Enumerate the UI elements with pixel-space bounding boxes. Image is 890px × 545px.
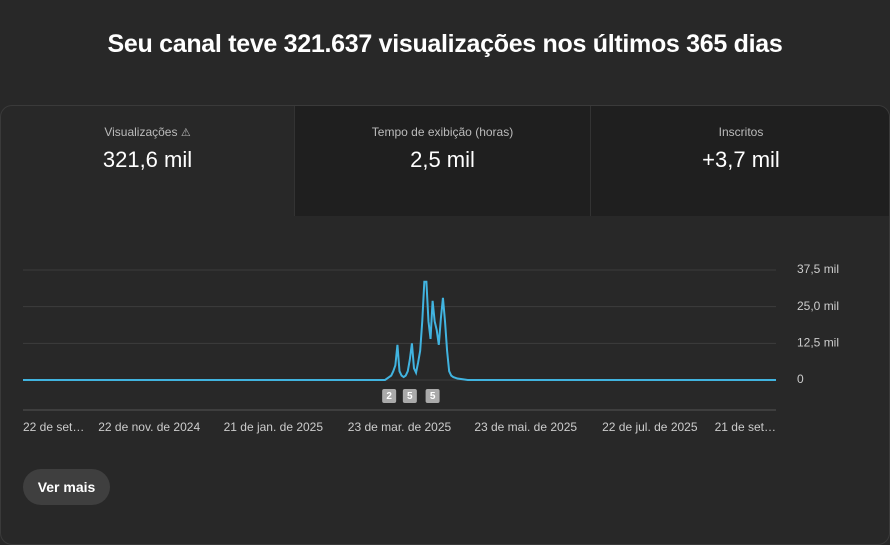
x-tick-label: 21 de jan. de 2025	[224, 420, 324, 434]
annotation-badge	[382, 389, 397, 403]
annotation-label: 5	[407, 391, 413, 402]
page: {"header":{"title":"Seu canal teve 321.6…	[0, 30, 890, 545]
see-more-button[interactable]: Ver mais	[23, 469, 110, 505]
x-tick-label: 23 de mar. de 2025	[348, 420, 452, 434]
annotation-label: 2	[386, 391, 392, 402]
x-tick-label: 22 de set…	[23, 420, 84, 434]
x-tick-label: 22 de nov. de 2024	[98, 420, 200, 434]
annotation-badge	[425, 389, 440, 403]
tab-label-text: Visualizações	[104, 125, 178, 139]
tab[interactable]: Visualizações ⚠ 321,6 mil	[1, 106, 294, 216]
tab-value: 321,6 mil	[102, 147, 193, 172]
chart: 0 12,5 mil 25,0 mil 37,5 mil 22 de set… 22 de…	[23, 262, 839, 434]
y-tick-label: 37,5 mil	[797, 262, 839, 276]
annotation-label: 5	[430, 391, 436, 402]
tab-label: Visualizações ⚠	[1, 125, 294, 139]
x-tick-label: 21 de set…	[715, 420, 776, 434]
annotation-badge	[402, 389, 417, 403]
tab-value: +3,7 mil	[702, 147, 780, 172]
x-tick-label: 23 de mai. de 2025	[474, 420, 577, 434]
warning-icon: ⚠	[180, 127, 191, 139]
tab-label: Tempo de exibição (horas)	[371, 125, 514, 139]
line	[23, 280, 776, 381]
tab-value: 2,5 mil	[410, 147, 475, 172]
x-tick-label: 22 de jul. de 2025	[602, 420, 698, 434]
tab[interactable]: Inscritos +3,7 mil	[590, 106, 889, 216]
tab-label: Inscritos	[718, 125, 764, 139]
y-tick-label: 0	[797, 372, 804, 386]
y-tick-label: 25,0 mil	[797, 299, 839, 313]
tab[interactable]: Tempo de exibição (horas) 2,5 mil	[294, 106, 590, 216]
y-tick-label: 12,5 mil	[797, 336, 839, 350]
title: Seu canal teve 321.637 visualizações nos…	[107, 30, 783, 58]
